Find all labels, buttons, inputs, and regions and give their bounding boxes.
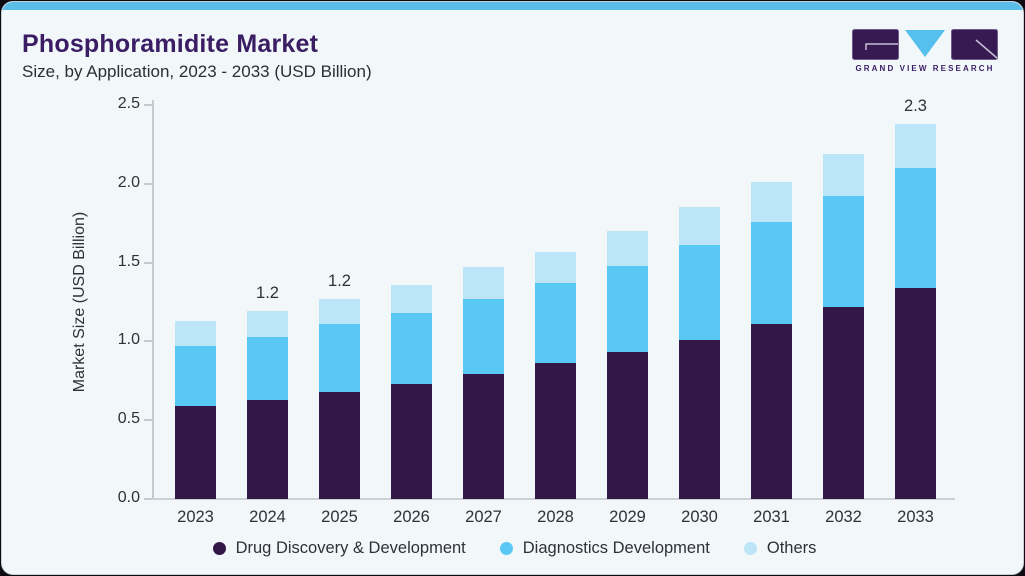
legend-label: Diagnostics Development — [522, 539, 710, 557]
bar-segment — [895, 168, 936, 288]
x-cat-label: 2033 — [897, 508, 934, 526]
y-tick-label: 2.0 — [117, 173, 140, 191]
y-tick — [144, 419, 152, 422]
y-tick-label: 2.5 — [117, 95, 140, 112]
bar-segment — [751, 324, 792, 499]
x-cat-label: 2031 — [753, 508, 790, 526]
logo-r-icon — [951, 29, 998, 60]
x-cat-label: 2032 — [825, 508, 862, 526]
bar-2023 — [175, 320, 216, 499]
x-cat-label: 2026 — [393, 508, 430, 526]
bar-segment — [607, 352, 648, 499]
y-tick — [144, 182, 152, 185]
bar-total-label: 1.2 — [256, 284, 279, 303]
y-tick-label: 1.5 — [117, 252, 140, 270]
bar-segment — [175, 320, 216, 347]
bar-segment — [751, 221, 792, 325]
legend-label: Others — [766, 539, 817, 557]
bar-segment — [175, 406, 216, 499]
x-cat-label: 2025 — [321, 508, 358, 526]
bar-total-label: 2.3 — [904, 96, 927, 115]
bar-segment — [895, 287, 936, 499]
bar-segment — [823, 153, 864, 197]
bar-segment — [391, 383, 432, 499]
bar-segment — [535, 283, 576, 364]
bar-2029 — [607, 231, 648, 499]
x-axis-line — [152, 498, 955, 500]
legend-label: Drug Discovery & Development — [235, 539, 466, 557]
y-axis-title: Market Size (USD Billion) — [71, 211, 88, 393]
bar-segment — [679, 207, 720, 246]
y-tick — [144, 498, 152, 500]
legend-dot-icon — [212, 542, 226, 555]
bar-2025 — [319, 298, 360, 499]
y-tick-label: 0.5 — [117, 410, 140, 428]
bar-segment — [679, 245, 720, 340]
bar-segment — [463, 267, 504, 299]
bar-segment — [247, 336, 288, 400]
bar-segment — [175, 346, 216, 406]
page-title: Phosphoramidite Market — [22, 30, 319, 58]
chart-legend: Drug Discovery & Development Diagnostics … — [2, 539, 1023, 558]
bar-segment — [247, 311, 288, 337]
x-cat-label: 2027 — [465, 508, 502, 526]
bar-segment — [391, 313, 432, 384]
logo-v-icon — [905, 30, 945, 57]
bar-2033 — [895, 123, 936, 499]
logo-marks — [852, 29, 998, 60]
bar-2030 — [679, 207, 720, 499]
logo-wordmark: GRAND VIEW RESEARCH — [855, 64, 995, 73]
bar-segment — [535, 363, 576, 499]
bar-segment — [247, 399, 288, 499]
bar-segment — [823, 306, 864, 499]
bar-2026 — [391, 284, 432, 499]
y-tick-label: 0.0 — [117, 489, 140, 506]
bar-segment — [751, 182, 792, 222]
bar-2024 — [247, 311, 288, 499]
bar-segment — [607, 265, 648, 353]
legend-item: Diagnostics Development — [499, 539, 710, 558]
legend-item: Others — [743, 539, 817, 558]
bar-2027 — [463, 267, 504, 499]
bar-segment — [679, 339, 720, 499]
y-tick-label: 1.0 — [117, 331, 140, 349]
bar-total-label: 1.2 — [328, 271, 351, 290]
grand-view-research-logo: GRAND VIEW RESEARCH — [852, 29, 998, 73]
y-axis-line — [152, 100, 154, 499]
bar-2028 — [535, 251, 576, 499]
bar-segment — [463, 374, 504, 499]
bar-segment — [895, 123, 936, 169]
bar-segment — [319, 298, 360, 325]
y-tick — [144, 104, 152, 106]
top-accent-strip — [2, 2, 1023, 10]
bar-segment — [319, 391, 360, 499]
x-cat-label: 2023 — [177, 508, 214, 526]
bar-segment — [607, 231, 648, 266]
x-cat-label: 2024 — [249, 508, 286, 526]
bar-2032 — [823, 153, 864, 499]
x-cat-label: 2030 — [681, 508, 718, 526]
bar-segment — [463, 298, 504, 375]
bar-segment — [823, 196, 864, 307]
y-tick — [144, 340, 152, 343]
bar-segment — [319, 324, 360, 392]
logo-g-icon — [852, 29, 899, 60]
legend-dot-icon — [499, 542, 513, 555]
x-cat-label: 2029 — [609, 508, 646, 526]
legend-item: Drug Discovery & Development — [212, 539, 466, 558]
bar-segment — [391, 284, 432, 314]
page-subtitle: Size, by Application, 2023 - 2033 (USD B… — [22, 62, 372, 81]
x-cat-label: 2028 — [537, 508, 574, 526]
bar-2031 — [751, 182, 792, 499]
legend-dot-icon — [743, 542, 757, 555]
y-tick — [144, 261, 152, 264]
bar-segment — [535, 251, 576, 284]
